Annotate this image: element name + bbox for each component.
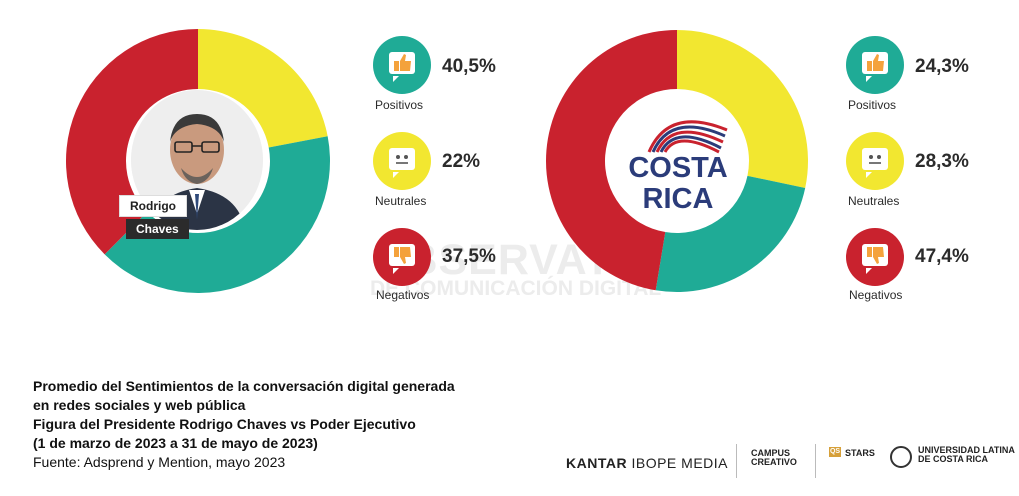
donut-slice-negativos: [66, 29, 198, 255]
kantar-logo-text: KANTAR: [566, 455, 628, 471]
donut-slice-positivos: [655, 175, 806, 292]
legend-value-negativos-2: 47,4%: [915, 246, 969, 267]
donut-chart-rodrigo-chaves: [66, 29, 331, 294]
caption-line-2: en redes sociales y web pública: [33, 397, 246, 413]
legend-label-negativos-2: Negativos: [849, 288, 903, 302]
campus-creativo-logo: CAMPUS CREATIVO: [751, 449, 797, 467]
legend-value-positivos-1: 40,5%: [442, 56, 496, 77]
photo-label-last-name: Chaves: [126, 219, 189, 239]
caption-line-4: (1 de marzo de 2023 a 31 de mayo de 2023…: [33, 435, 318, 451]
neutral-face-icon: [846, 132, 904, 190]
kantar-ibope-logo: KANTAR IBOPE MEDIA: [566, 455, 728, 471]
universidad-latina-logo: UNIVERSIDAD LATINA DE COSTA RICA: [918, 446, 1015, 464]
caption-source: Fuente: Adsprend y Mention, mayo 2023: [33, 454, 286, 470]
legend-label-neutrales-2: Neutrales: [848, 194, 900, 208]
legend-value-neutrales-2: 28,3%: [915, 151, 969, 172]
donut-slice-positivos: [104, 136, 331, 294]
legend-value-negativos-1: 37,5%: [442, 246, 496, 267]
qs-stars-logo: STARS: [845, 448, 875, 458]
thumbs-up-icon: [373, 36, 431, 94]
donut-slice-neutrales: [677, 30, 808, 188]
ulatina-seal-icon: [890, 446, 912, 468]
donut-slice-negativos: [545, 30, 677, 291]
qs-stars-badge-icon: QS: [829, 447, 841, 457]
legend-label-positivos-2: Positivos: [848, 98, 897, 112]
legend-label-negativos-1: Negativos: [376, 288, 430, 302]
photo-label-first-name: Rodrigo: [119, 195, 187, 217]
figure-caption: Promedio del Sentimientos de la conversa…: [33, 377, 455, 472]
neutral-face-icon: [373, 132, 431, 190]
thumbs-up-icon: [846, 36, 904, 94]
ibope-logo-text: IBOPE MEDIA: [631, 455, 728, 471]
donut-chart-costa-rica: [545, 30, 808, 292]
logo-divider: [815, 444, 816, 478]
costa-rica-logo: COSTA RICA: [609, 90, 747, 228]
legend-value-positivos-2: 24,3%: [915, 56, 969, 77]
caption-line-3: Figura del Presidente Rodrigo Chaves vs …: [33, 416, 416, 432]
ulatina-logo-line2: DE COSTA RICA: [918, 454, 989, 464]
campus-logo-line1: CAMPUS: [751, 448, 791, 458]
rodrigo-chaves-photo: [131, 90, 263, 230]
costa-rica-logo-line1: COSTA: [628, 152, 727, 184]
donut-slice-neutrales: [198, 29, 328, 148]
caption-line-1: Promedio del Sentimientos de la conversa…: [33, 378, 455, 394]
campus-logo-line2: CREATIVO: [751, 457, 797, 467]
watermark-subtitle: DE COMUNICACIÓN DIGITAL: [370, 277, 662, 300]
logo-divider: [736, 444, 737, 478]
ulatina-logo-line1: UNIVERSIDAD LATINA: [918, 445, 1015, 455]
legend-label-neutrales-1: Neutrales: [375, 194, 427, 208]
costa-rica-logo-line2: RICA: [643, 183, 714, 215]
qs-badge-text: QS: [829, 448, 841, 455]
legend-label-positivos-1: Positivos: [375, 98, 424, 112]
thumbs-down-icon: [846, 228, 904, 286]
legend-value-neutrales-1: 22%: [442, 151, 481, 172]
thumbs-down-icon: [373, 228, 431, 286]
